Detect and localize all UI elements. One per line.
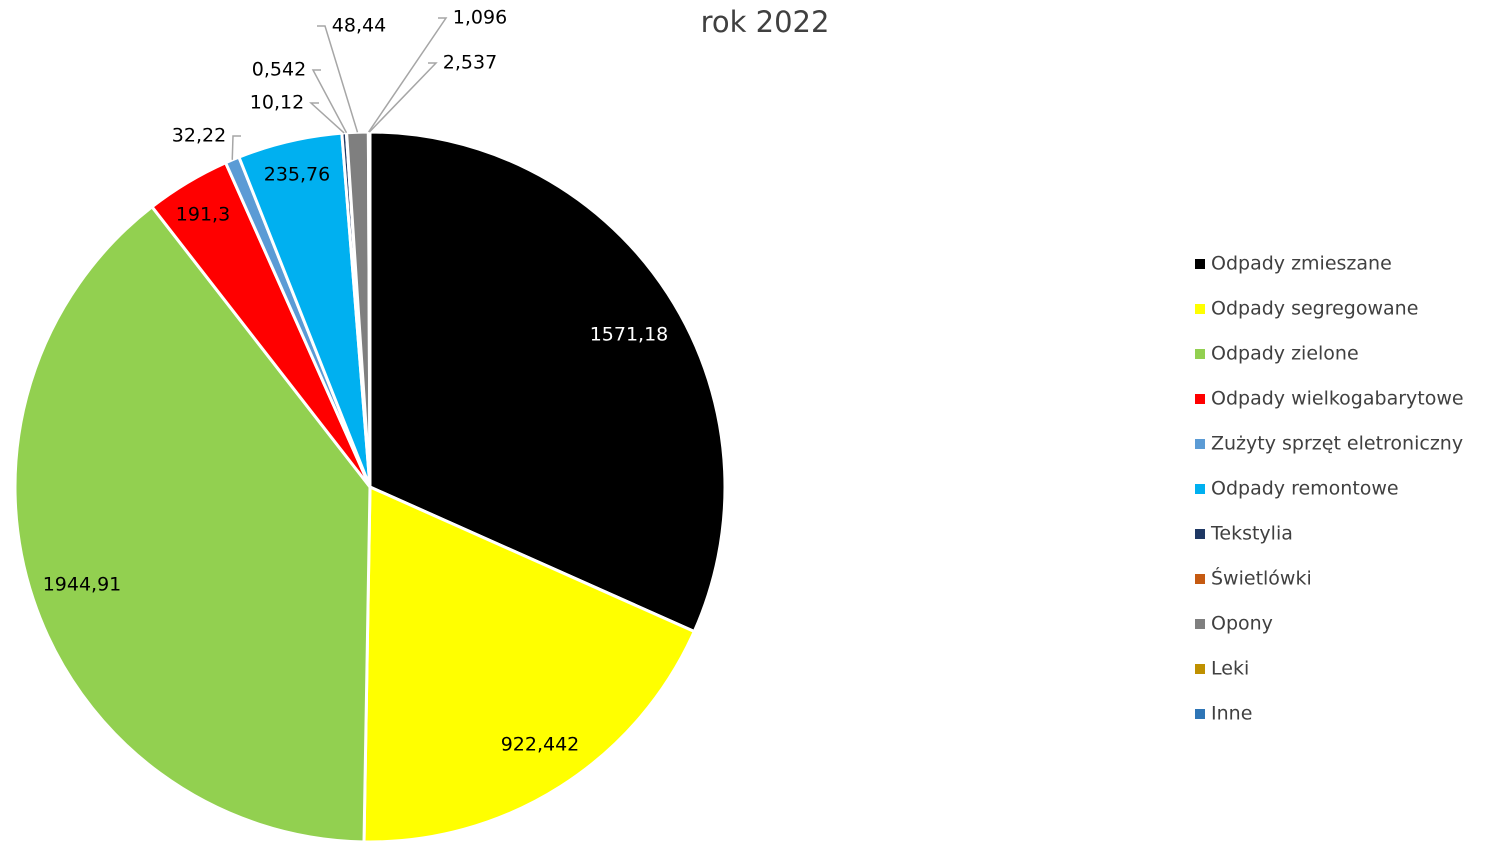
leader-line (309, 102, 345, 134)
legend-text: Odpady remontowe (1211, 478, 1399, 500)
legend-text: Odpady zielone (1211, 343, 1359, 365)
legend-text: Zużyty sprzęt eletroniczny (1211, 433, 1463, 455)
legend-swatch (1195, 349, 1205, 359)
data-label: 235,76 (264, 164, 330, 186)
leader-line (317, 25, 359, 133)
legend-text: Leki (1211, 658, 1249, 680)
data-label: 32,22 (172, 125, 226, 147)
data-label: 10,12 (250, 92, 304, 114)
legend-swatch (1195, 664, 1205, 674)
data-label: 922,442 (501, 734, 580, 756)
legend-swatch (1195, 259, 1205, 269)
data-label: 48,44 (332, 15, 386, 37)
legend-text: Odpady zmieszane (1211, 253, 1392, 275)
legend-swatch (1195, 709, 1205, 719)
legend-swatch (1195, 304, 1205, 314)
leader-line (231, 135, 241, 160)
pie-slice (368, 130, 727, 634)
leader-line (367, 17, 448, 133)
data-label: 2,537 (443, 52, 497, 74)
pie-slice (13, 204, 372, 842)
legend-text: Odpady wielkogabarytowe (1211, 388, 1464, 410)
pie-slice (367, 130, 372, 488)
pie-slice (362, 484, 697, 842)
legend-swatch (1195, 394, 1205, 404)
leader-line (311, 69, 348, 134)
data-label: 1,096 (453, 7, 507, 29)
data-label: 0,542 (252, 59, 306, 81)
legend-text: Odpady segregowane (1211, 298, 1418, 320)
legend-swatch (1195, 574, 1205, 584)
leader-line (368, 62, 438, 133)
legend-text: Świetlówki (1211, 566, 1312, 590)
legend-text: Opony (1211, 613, 1273, 635)
legend-swatch (1195, 484, 1205, 494)
data-label: 191,3 (176, 204, 230, 226)
data-label: 1571,18 (590, 324, 669, 346)
legend-swatch (1195, 619, 1205, 629)
legend-swatch (1195, 529, 1205, 539)
legend-text: Tekstylia (1210, 523, 1293, 545)
data-label: 1944,91 (43, 574, 122, 596)
legend-swatch (1195, 439, 1205, 449)
chart-title: rok 2022 (701, 5, 830, 39)
legend-text: Inne (1211, 703, 1252, 725)
